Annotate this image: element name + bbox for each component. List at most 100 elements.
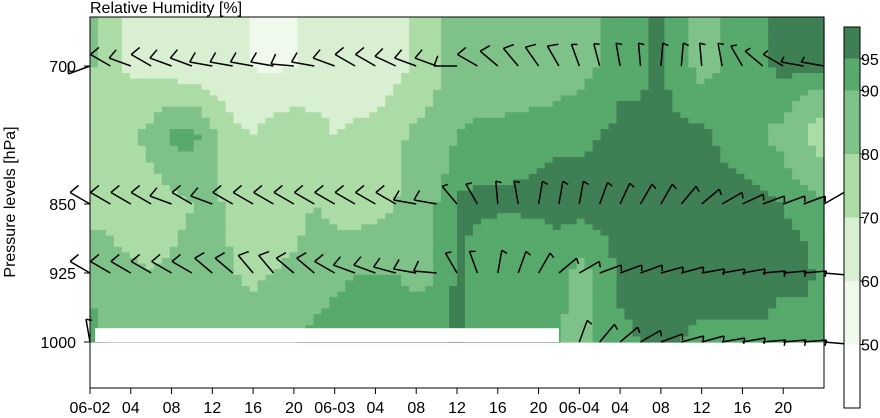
heatmap-cell (289, 50, 299, 57)
heatmap-cell (289, 274, 299, 281)
heatmap-cell (568, 252, 578, 259)
heatmap-cell (680, 117, 689, 125)
heatmap-cell (105, 78, 115, 85)
heatmap-cell (592, 218, 602, 225)
heatmap-cell (680, 325, 689, 332)
heatmap-cell (528, 319, 538, 326)
heatmap-cell (177, 28, 187, 35)
heatmap-cell (441, 263, 450, 270)
heatmap-cell (544, 285, 554, 293)
heatmap-cell (457, 162, 466, 169)
heatmap-cell (145, 224, 155, 231)
heatmap-cell (369, 274, 378, 281)
heatmap-cell (249, 78, 259, 85)
heatmap-cell (608, 157, 618, 164)
heatmap-cell (441, 73, 450, 80)
heatmap-cell (153, 224, 163, 231)
heatmap-cell (337, 308, 346, 315)
heatmap-cell (265, 280, 275, 287)
heatmap-cell (313, 123, 322, 130)
heatmap-cell (672, 246, 681, 253)
heatmap-cell (736, 263, 745, 270)
heatmap-cell (664, 313, 674, 321)
heatmap-cell (696, 201, 705, 209)
heatmap-cell (193, 235, 203, 242)
heatmap-cell (90, 117, 99, 125)
heatmap-cell (137, 162, 147, 169)
heatmap-cell (688, 78, 697, 85)
heatmap-cell (297, 291, 307, 298)
heatmap-cell (648, 17, 658, 24)
heatmap-cell (90, 325, 99, 332)
heatmap-cell (185, 201, 195, 209)
heatmap-cell (249, 229, 259, 237)
heatmap-cell (496, 39, 506, 46)
heatmap-cell (241, 280, 251, 287)
heatmap-cell (233, 22, 243, 29)
heatmap-cell (744, 280, 753, 287)
heatmap-cell (305, 28, 314, 35)
heatmap-cell (201, 56, 211, 63)
heatmap-cell (249, 151, 259, 158)
heatmap-cell (728, 28, 737, 35)
heatmap-cell (576, 246, 586, 253)
heatmap-cell (544, 241, 554, 248)
heatmap-cell (672, 56, 681, 63)
heatmap-cell (640, 229, 650, 237)
heatmap-cell (257, 50, 267, 57)
heatmap-cell (90, 33, 99, 41)
heatmap-cell (329, 218, 338, 225)
heatmap-cell (528, 285, 538, 293)
heatmap-cell (640, 168, 650, 175)
heatmap-cell (736, 106, 745, 113)
heatmap-cell (496, 50, 506, 57)
heatmap-cell (760, 78, 769, 85)
heatmap-cell (672, 213, 681, 220)
heatmap-cell (744, 213, 753, 220)
heatmap-cell (736, 73, 745, 80)
heatmap-cell (425, 302, 434, 309)
heatmap-cell (345, 89, 354, 97)
heatmap-cell (377, 285, 386, 293)
heatmap-cell (193, 190, 203, 197)
heatmap-cell (297, 168, 307, 175)
heatmap-cell (361, 50, 370, 57)
heatmap-cell (720, 45, 729, 52)
heatmap-cell (696, 257, 705, 265)
heatmap-cell (241, 73, 251, 80)
heatmap-cell (377, 73, 386, 80)
heatmap-cell (592, 56, 602, 63)
heatmap-cell (177, 257, 187, 265)
heatmap-cell (393, 67, 402, 74)
heatmap-cell (153, 84, 163, 91)
heatmap-cell (97, 235, 107, 242)
heatmap-cell (209, 229, 219, 237)
heatmap-cell (560, 280, 570, 287)
heatmap-cell (720, 319, 729, 326)
heatmap-cell (145, 185, 155, 192)
heatmap-cell (217, 145, 227, 153)
heatmap-cell (153, 297, 163, 304)
heatmap-cell (528, 101, 538, 108)
heatmap-cell (704, 263, 713, 270)
heatmap-cell (241, 106, 251, 113)
heatmap-cell (265, 106, 275, 113)
heatmap-cell (608, 330, 618, 337)
heatmap-cell (281, 246, 291, 253)
heatmap-cell (193, 274, 203, 281)
heatmap-cell (97, 134, 107, 141)
heatmap-cell (520, 39, 530, 46)
heatmap-cell (736, 33, 745, 41)
heatmap-cell (289, 218, 299, 225)
heatmap-cell (648, 213, 658, 220)
heatmap-cell (90, 157, 99, 164)
heatmap-cell (752, 173, 761, 181)
heatmap-cell (656, 313, 666, 321)
heatmap-cell (528, 224, 538, 231)
heatmap-cell (113, 185, 123, 192)
heatmap-cell (90, 89, 99, 97)
heatmap-cell (377, 39, 386, 46)
heatmap-cell (688, 56, 697, 63)
heatmap-cell (696, 285, 705, 293)
heatmap-cell (417, 117, 426, 125)
